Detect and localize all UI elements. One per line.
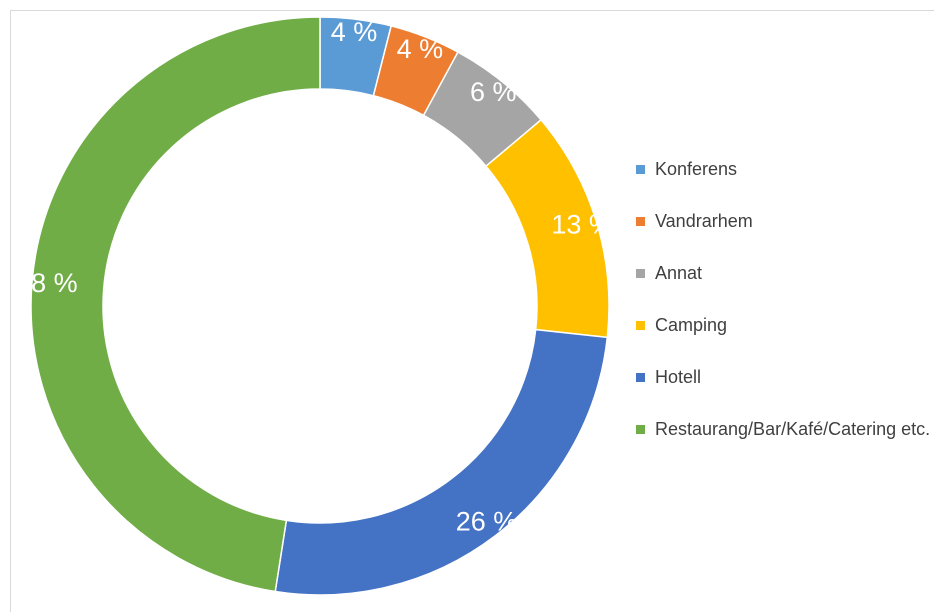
frame	[10, 10, 934, 612]
donut-segment	[274, 328, 609, 596]
data-label: 4 %	[397, 34, 444, 64]
legend-label: Konferens	[655, 159, 738, 179]
legend-swatch	[636, 373, 645, 382]
data-label: 6 %	[470, 77, 517, 107]
legend-item: Restaurang/Bar/Kafé/Catering etc.	[636, 418, 934, 440]
legend-swatch	[636, 321, 645, 330]
legend-label: Camping	[655, 315, 728, 335]
legend-swatch	[636, 165, 645, 174]
legend-item: Hotell	[636, 366, 934, 388]
legend-item: Annat	[636, 262, 934, 284]
legend-item: Konferens	[636, 158, 934, 180]
legend-label: Hotell	[655, 367, 702, 387]
data-label: 26 %	[456, 507, 518, 537]
legend: Konferens Vandrarhem Annat Camping Hotell Res…	[636, 158, 934, 470]
legend-item: Vandrarhem	[636, 210, 934, 232]
data-label: 4 %	[331, 17, 378, 47]
legend-label: Restaurang/Bar/Kafé/Catering etc.	[655, 419, 931, 439]
legend-swatch	[636, 217, 645, 226]
legend-swatch	[636, 425, 645, 434]
data-label: 48 %	[16, 268, 78, 298]
legend-swatch	[636, 269, 645, 278]
legend-label: Annat	[655, 263, 703, 283]
legend-item: Camping	[636, 314, 934, 336]
donut-segment	[30, 16, 321, 593]
legend-label: Vandrarhem	[655, 211, 753, 231]
data-label: 13 %	[551, 209, 613, 239]
